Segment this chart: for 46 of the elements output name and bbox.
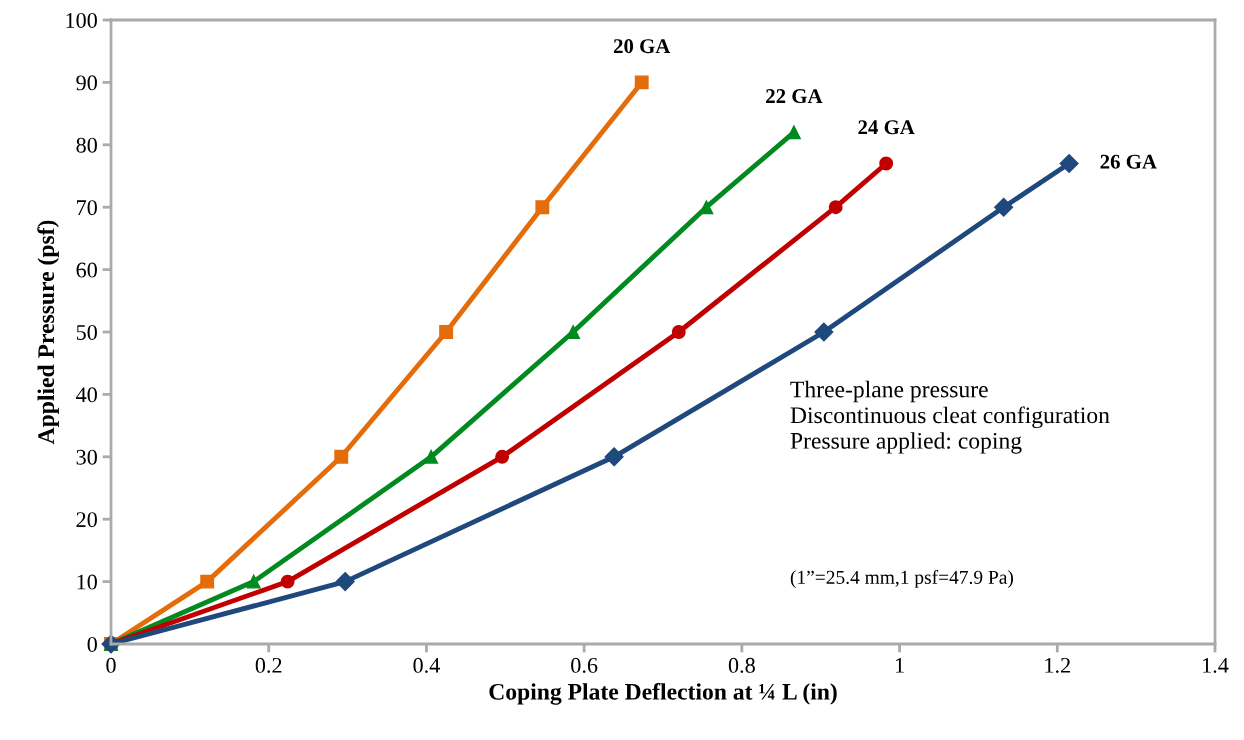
y-tick-label: 60 [76,262,97,278]
point [604,447,624,467]
point [335,572,355,592]
x-tick-label: 0.4 [413,657,440,673]
x-tick-label: 0.6 [571,657,598,673]
y-axis-title: Applied Pressure (psf) [37,220,59,445]
x-tick-label: 1 [895,657,904,673]
y-tick-label: 50 [76,324,97,340]
point [634,75,649,90]
point [699,200,714,215]
point [280,574,295,589]
point [828,200,843,215]
point [814,322,834,342]
x-tick-label: 0.8 [728,657,755,673]
point [424,449,439,464]
point [200,574,215,589]
y-tick-label: 70 [77,200,97,216]
series-label: 24 GA [858,120,915,135]
x-tick-label: 0 [106,657,116,673]
point [671,325,686,339]
y-tick-label: 20 [76,512,97,528]
y-tick-label: 100 [66,12,97,28]
y-tick-label: 0 [87,636,97,652]
series-label: 26 GA [1100,154,1157,169]
y-tick-label: 90 [76,75,97,91]
y-tick-label: 80 [76,137,97,153]
series-label: 20 GA [613,39,671,54]
y-tick-label: 30 [76,449,97,465]
x-tick-label: 0.2 [255,657,282,673]
point [439,325,454,339]
point [1059,153,1079,174]
point [879,156,894,171]
x-tick-label: 1.2 [1045,657,1070,673]
point [994,197,1014,217]
point [334,449,349,464]
annotation: Three-plane pressure Discontinuous cleat configuration Pressure applied: coping [790,380,1110,454]
point [246,574,261,589]
series-label: 22 GA [766,89,823,104]
x-tick-label: 1.4 [1203,657,1229,673]
x-axis-title: Coping Plate Deflection at ¼ L (in) [489,682,837,705]
point [566,325,581,339]
y-tick-label: 10 [77,574,97,590]
annotation: (1”=25.4 mm,1 psf=47.9 Pa) [790,570,1014,588]
y-tick-label: 40 [76,387,97,403]
point [495,449,510,464]
point [535,200,550,215]
